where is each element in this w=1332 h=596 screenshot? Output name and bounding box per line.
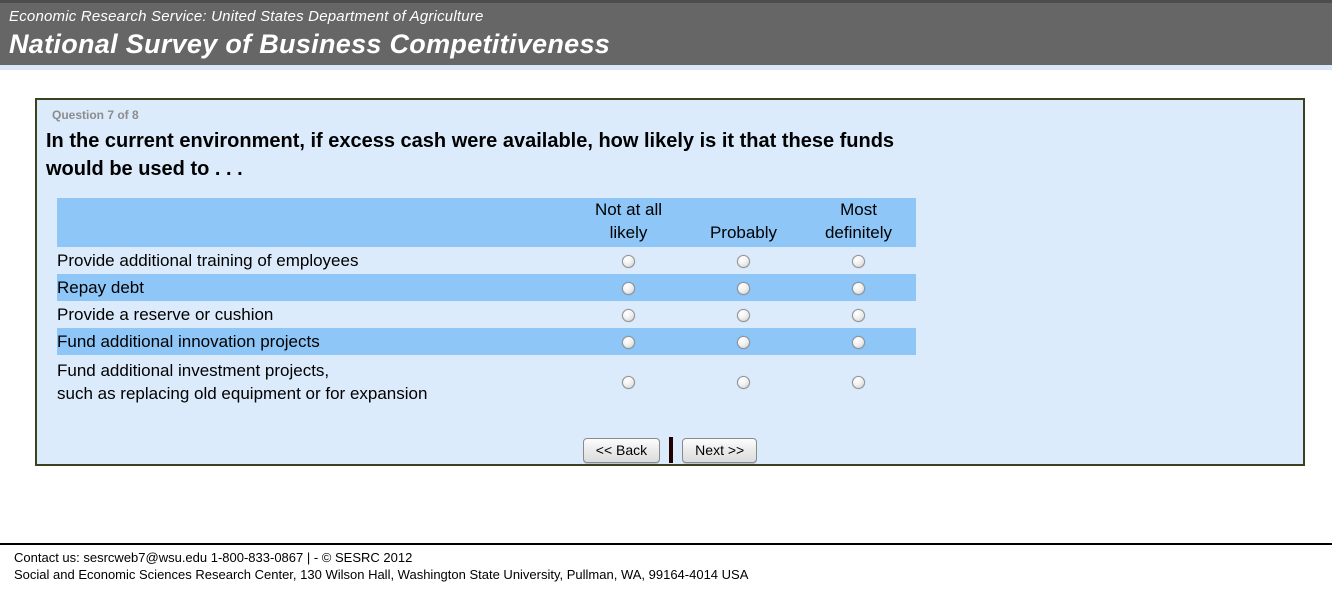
- row-label: Repay debt: [57, 278, 144, 297]
- radio-cell: [801, 355, 916, 409]
- row-label: Provide additional training of employees: [57, 251, 359, 270]
- site-header: Economic Research Service: United States…: [0, 0, 1332, 70]
- radio-cell: [686, 247, 801, 274]
- question-progress: Question 7 of 8: [52, 108, 139, 122]
- radio-option[interactable]: [737, 335, 750, 349]
- back-button[interactable]: << Back: [582, 437, 661, 463]
- table-row: Provide a reserve or cushion: [57, 301, 916, 328]
- row-label: Provide a reserve or cushion: [57, 305, 274, 324]
- main-content: Question 7 of 8 In the current environme…: [0, 70, 1332, 466]
- page-footer: Contact us: sesrcweb7@wsu.edu 1-800-833-…: [0, 543, 1332, 583]
- radio-option[interactable]: [622, 376, 635, 390]
- question-panel: Question 7 of 8 In the current environme…: [35, 98, 1305, 466]
- radio-cell: [571, 355, 686, 409]
- table-row: Repay debt: [57, 274, 916, 301]
- question-text: In the current environment, if excess ca…: [46, 130, 895, 180]
- button-separator: [669, 437, 674, 463]
- radio-cell: [686, 301, 801, 328]
- footer-divider: [0, 543, 1332, 545]
- radio-option[interactable]: [852, 376, 865, 390]
- radio-option[interactable]: [852, 281, 865, 295]
- radio-cell: [801, 247, 916, 274]
- row-label: Fund additional investment projects, suc…: [57, 361, 428, 403]
- matrix-body: Provide additional training of employees…: [57, 247, 916, 409]
- column-header: Not at all likely: [594, 200, 663, 242]
- matrix-header-row: Not at all likely Probably Most definitely: [57, 198, 916, 247]
- radio-option[interactable]: [622, 335, 635, 349]
- table-row: Fund additional investment projects, suc…: [57, 355, 916, 409]
- table-row: Provide additional training of employees: [57, 247, 916, 274]
- radio-cell: [686, 328, 801, 355]
- radio-option[interactable]: [852, 254, 865, 268]
- table-row: Fund additional innovation projects: [57, 328, 916, 355]
- radio-cell: [571, 328, 686, 355]
- survey-title: National Survey of Business Competitiven…: [9, 29, 611, 59]
- matrix-header-spacer: [57, 198, 571, 247]
- radio-option[interactable]: [737, 308, 750, 322]
- column-header: Probably: [709, 223, 778, 242]
- radio-option[interactable]: [622, 254, 635, 268]
- radio-cell: [571, 301, 686, 328]
- next-button[interactable]: Next >>: [682, 437, 758, 463]
- radio-option[interactable]: [622, 308, 635, 322]
- footer-contact: Contact us: sesrcweb7@wsu.edu 1-800-833-…: [14, 550, 413, 565]
- radio-cell: [686, 355, 801, 409]
- radio-cell: [801, 301, 916, 328]
- radio-option[interactable]: [622, 281, 635, 295]
- answer-matrix: Not at all likely Probably Most definitely…: [57, 198, 916, 409]
- row-label: Fund additional innovation projects: [57, 332, 320, 351]
- column-header: Most definitely: [824, 200, 893, 242]
- matrix-header: Not at all likely Probably Most definitely: [57, 198, 916, 247]
- nav-buttons: << Back Next >>: [37, 437, 1303, 463]
- radio-cell: [571, 274, 686, 301]
- radio-option[interactable]: [852, 308, 865, 322]
- radio-option[interactable]: [852, 335, 865, 349]
- agency-title: Economic Research Service: United States…: [9, 8, 484, 25]
- radio-option[interactable]: [737, 281, 750, 295]
- radio-cell: [801, 328, 916, 355]
- radio-option[interactable]: [737, 376, 750, 390]
- footer-address: Social and Economic Sciences Research Ce…: [14, 567, 749, 582]
- radio-cell: [801, 274, 916, 301]
- radio-cell: [571, 247, 686, 274]
- radio-option[interactable]: [737, 254, 750, 268]
- radio-cell: [686, 274, 801, 301]
